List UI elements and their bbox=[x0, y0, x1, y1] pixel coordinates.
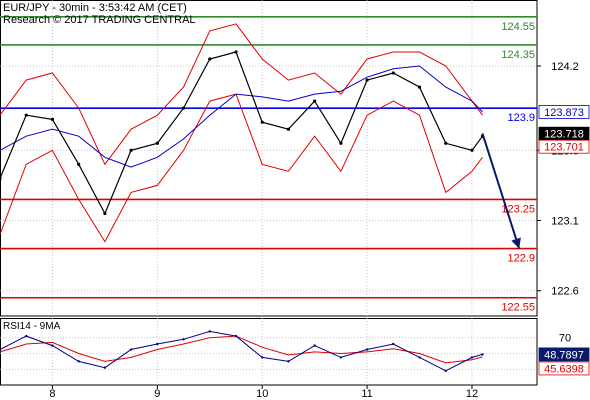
level-label-122-55: 122.55 bbox=[501, 302, 535, 314]
rsi-line bbox=[0, 330, 483, 372]
rsi-point bbox=[261, 356, 264, 359]
price-point bbox=[417, 85, 422, 89]
rsi-title: RSI14 - 9MA bbox=[3, 321, 61, 332]
value-box-moving_average bbox=[538, 105, 590, 119]
x-tick-label: 8 bbox=[49, 388, 55, 400]
rsi-point bbox=[156, 342, 159, 346]
chart-title: EUR/JPY - 30min - 3:53:42 AM (CET) bbox=[3, 2, 187, 14]
chart-copyright: Research © 2017 TRADING CENTRAL bbox=[3, 14, 196, 26]
bollinger-upper-line bbox=[0, 23, 483, 166]
rsi-point bbox=[234, 334, 238, 338]
forecast-arrow-head bbox=[511, 237, 521, 249]
price-point bbox=[129, 148, 133, 152]
rsi-point bbox=[0, 348, 2, 351]
price-point bbox=[260, 120, 264, 124]
y-tick-label: 124.2 bbox=[551, 61, 579, 73]
rsi-point bbox=[470, 356, 474, 359]
rsi-point bbox=[444, 369, 447, 373]
rsi-point bbox=[25, 334, 28, 338]
rsi-point bbox=[339, 356, 343, 359]
rsi-point bbox=[182, 338, 185, 341]
moving-average-line bbox=[0, 65, 483, 168]
x-tick-label: 9 bbox=[154, 388, 160, 400]
forecast-arrow-shaft bbox=[481, 133, 521, 249]
price-point bbox=[24, 113, 28, 117]
price-point bbox=[50, 117, 55, 121]
rsi-point bbox=[103, 366, 107, 369]
rsi-point bbox=[481, 353, 484, 356]
rsi-value-label: 45.6398 bbox=[544, 363, 584, 375]
rsi-tick-label: 70 bbox=[559, 333, 571, 345]
rsi-point bbox=[77, 360, 80, 363]
rsi-value-box bbox=[538, 361, 590, 376]
price-point bbox=[313, 99, 317, 103]
price-point bbox=[208, 57, 212, 61]
x-tick-label: 12 bbox=[466, 388, 478, 400]
rsi-value-label: 48.7897 bbox=[544, 349, 584, 361]
x-tick-label: 10 bbox=[256, 388, 268, 400]
x-tick-label: 11 bbox=[361, 388, 372, 400]
value-label-moving_average: 123.873 bbox=[544, 107, 584, 119]
price-point bbox=[286, 127, 291, 131]
price-point bbox=[234, 50, 238, 54]
price-point bbox=[470, 148, 474, 152]
level-label-123-9: 123.9 bbox=[507, 112, 535, 124]
price-point bbox=[339, 141, 343, 145]
y-tick-label: 122.6 bbox=[551, 286, 579, 298]
value-label-bollinger: 123.701 bbox=[544, 142, 584, 154]
rsi-value-box bbox=[538, 347, 590, 362]
value-label-price: 123.718 bbox=[544, 129, 584, 141]
price-point bbox=[77, 162, 81, 166]
rsi-point bbox=[208, 330, 211, 333]
price-point bbox=[0, 176, 2, 180]
value-box-bollinger bbox=[538, 139, 590, 154]
price-line bbox=[0, 51, 483, 215]
rsi-point bbox=[51, 344, 54, 347]
price-point bbox=[391, 71, 395, 75]
rsi-point bbox=[287, 360, 290, 363]
level-label-123-25: 123.25 bbox=[501, 203, 535, 215]
price-point bbox=[155, 141, 159, 145]
level-label-122-9: 122.9 bbox=[507, 253, 535, 265]
y-tick-label: 123.1 bbox=[551, 215, 579, 227]
rsi-ma-line bbox=[0, 335, 483, 364]
price-point bbox=[365, 78, 369, 82]
level-label-124-55: 124.55 bbox=[501, 21, 535, 33]
rsi-point bbox=[365, 348, 369, 351]
price-point bbox=[444, 141, 448, 145]
rsi-point bbox=[313, 344, 316, 347]
rsi-point bbox=[418, 356, 421, 359]
rsi-point bbox=[392, 342, 395, 346]
price-panel-frame bbox=[0, 0, 538, 317]
rsi-panel-frame bbox=[0, 318, 538, 386]
rsi-point bbox=[129, 348, 133, 351]
bollinger-lower-line bbox=[0, 93, 483, 243]
price-point bbox=[181, 106, 186, 110]
price-point bbox=[103, 211, 107, 216]
level-label-124-35: 124.35 bbox=[501, 49, 535, 61]
